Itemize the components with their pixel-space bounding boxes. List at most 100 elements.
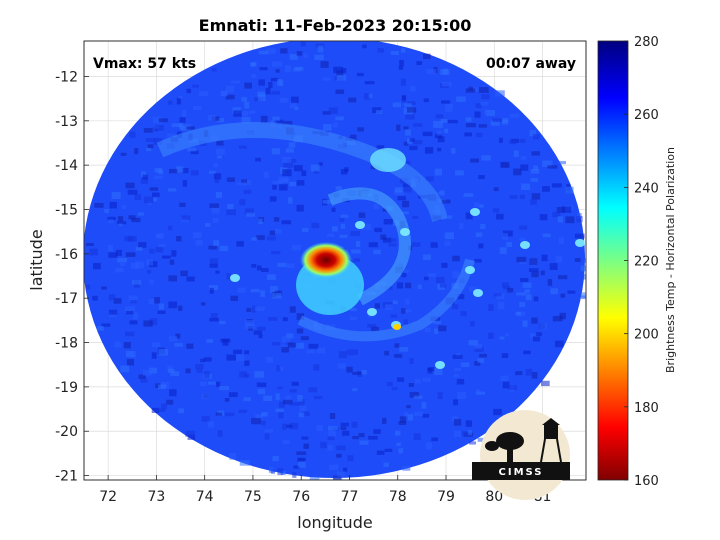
swath-pixel [124,236,134,242]
swath-pixel [186,88,192,94]
swath-pixel [190,150,199,155]
swath-pixel [422,254,431,260]
swath-pixel [209,284,219,291]
rain-band-outer [156,122,448,223]
swath-pixel [185,430,196,437]
swath-pixel [329,464,339,471]
swath-pixel [277,262,287,267]
swath-pixel [261,420,266,426]
swath-pixel [186,343,194,349]
swath-pixel [115,249,122,256]
swath-pixel [179,123,184,130]
swath-pixel [244,350,250,355]
x-axis-label: longitude [297,513,372,532]
swath-pixel [154,167,162,173]
swath-pixel [239,145,247,149]
swath-pixel [256,235,265,240]
swath-pixel [241,110,249,116]
swath-pixel [303,443,310,449]
swath-pixel [339,218,345,222]
swath-pixel [149,318,158,326]
swath-pixel [367,323,377,328]
swath-pixel [107,216,116,221]
swath-pixel [336,70,344,77]
swath-pixel [286,263,295,269]
swath-pixel [414,411,423,416]
swath-pixel [283,120,293,125]
swath-pixel [465,420,472,427]
swath-pixel [300,41,306,47]
swath-pixel [524,289,530,294]
swath-pixel [403,126,409,130]
swath-pixel [137,212,144,216]
swath-pixel [135,247,143,251]
logo-text: CIMSS [499,467,544,478]
convective-cell [400,228,410,236]
swath-pixel [309,476,320,480]
swath-pixel [127,189,138,195]
swath-pixel [170,371,180,377]
swath-pixel [363,93,370,100]
swath-pixel [239,371,248,378]
swath-pixel [285,395,292,403]
swath-pixel [178,305,183,311]
swath-pixel [239,199,246,206]
swath-pixel [271,251,281,255]
swath-pixel [516,256,527,263]
swath-pixel [492,208,500,213]
swath-pixel [278,412,284,419]
swath-pixel [125,252,136,257]
swath-pixel [435,114,444,119]
swath-pixel [130,262,139,269]
swath-pixel [336,453,342,458]
swath-pixel [509,113,520,118]
swath-pixel [396,377,405,382]
swath-pixel [260,290,266,298]
swath-pixel [301,227,309,232]
swath-pixel [154,175,163,180]
swath-pixel [383,219,393,225]
swath-pixel [370,326,380,332]
swath-pixel [293,465,300,469]
convective-cell [520,241,530,249]
swath-pixel [92,295,98,301]
convective-cell [473,289,483,297]
swath-pixel [128,350,137,358]
swath-pixel [410,85,416,92]
swath-pixel [478,243,484,249]
swath-pixel [479,353,487,358]
colorbar-label: Brightness Temp - Horizontal Polarizatio… [664,147,677,373]
swath-pixel [422,131,433,137]
swath-pixel [316,347,325,354]
swath-pixel [272,184,277,190]
swath-pixel [210,312,218,319]
swath-pixel [215,270,220,274]
swath-pixel [340,223,346,229]
swath-pixel [502,381,510,389]
swath-pixel [385,304,393,310]
swath-pixel [145,138,156,142]
swath-pixel [220,90,228,97]
swath-pixel [533,165,538,171]
swath-pixel [217,155,223,159]
swath-pixel [540,270,545,276]
swath-pixel [143,127,153,133]
swath-pixel [258,334,263,339]
swath-pixel [246,307,252,313]
swath-pixel [434,368,443,376]
swath-pixel [501,353,509,359]
swath-pixel [457,294,465,300]
swath-pixel [211,116,220,121]
swath-pixel [182,180,188,187]
swath-pixel [567,290,576,294]
swath-pixel [282,169,292,177]
swath-pixel [401,308,406,314]
swath-pixel [278,366,283,371]
swath-pixel [253,330,263,335]
brightness-temp-field [84,41,586,480]
swath-pixel [289,101,297,109]
swath-pixel [452,304,459,310]
swath-pixel [394,190,405,196]
swath-pixel [350,307,357,312]
swath-pixel [273,217,280,222]
